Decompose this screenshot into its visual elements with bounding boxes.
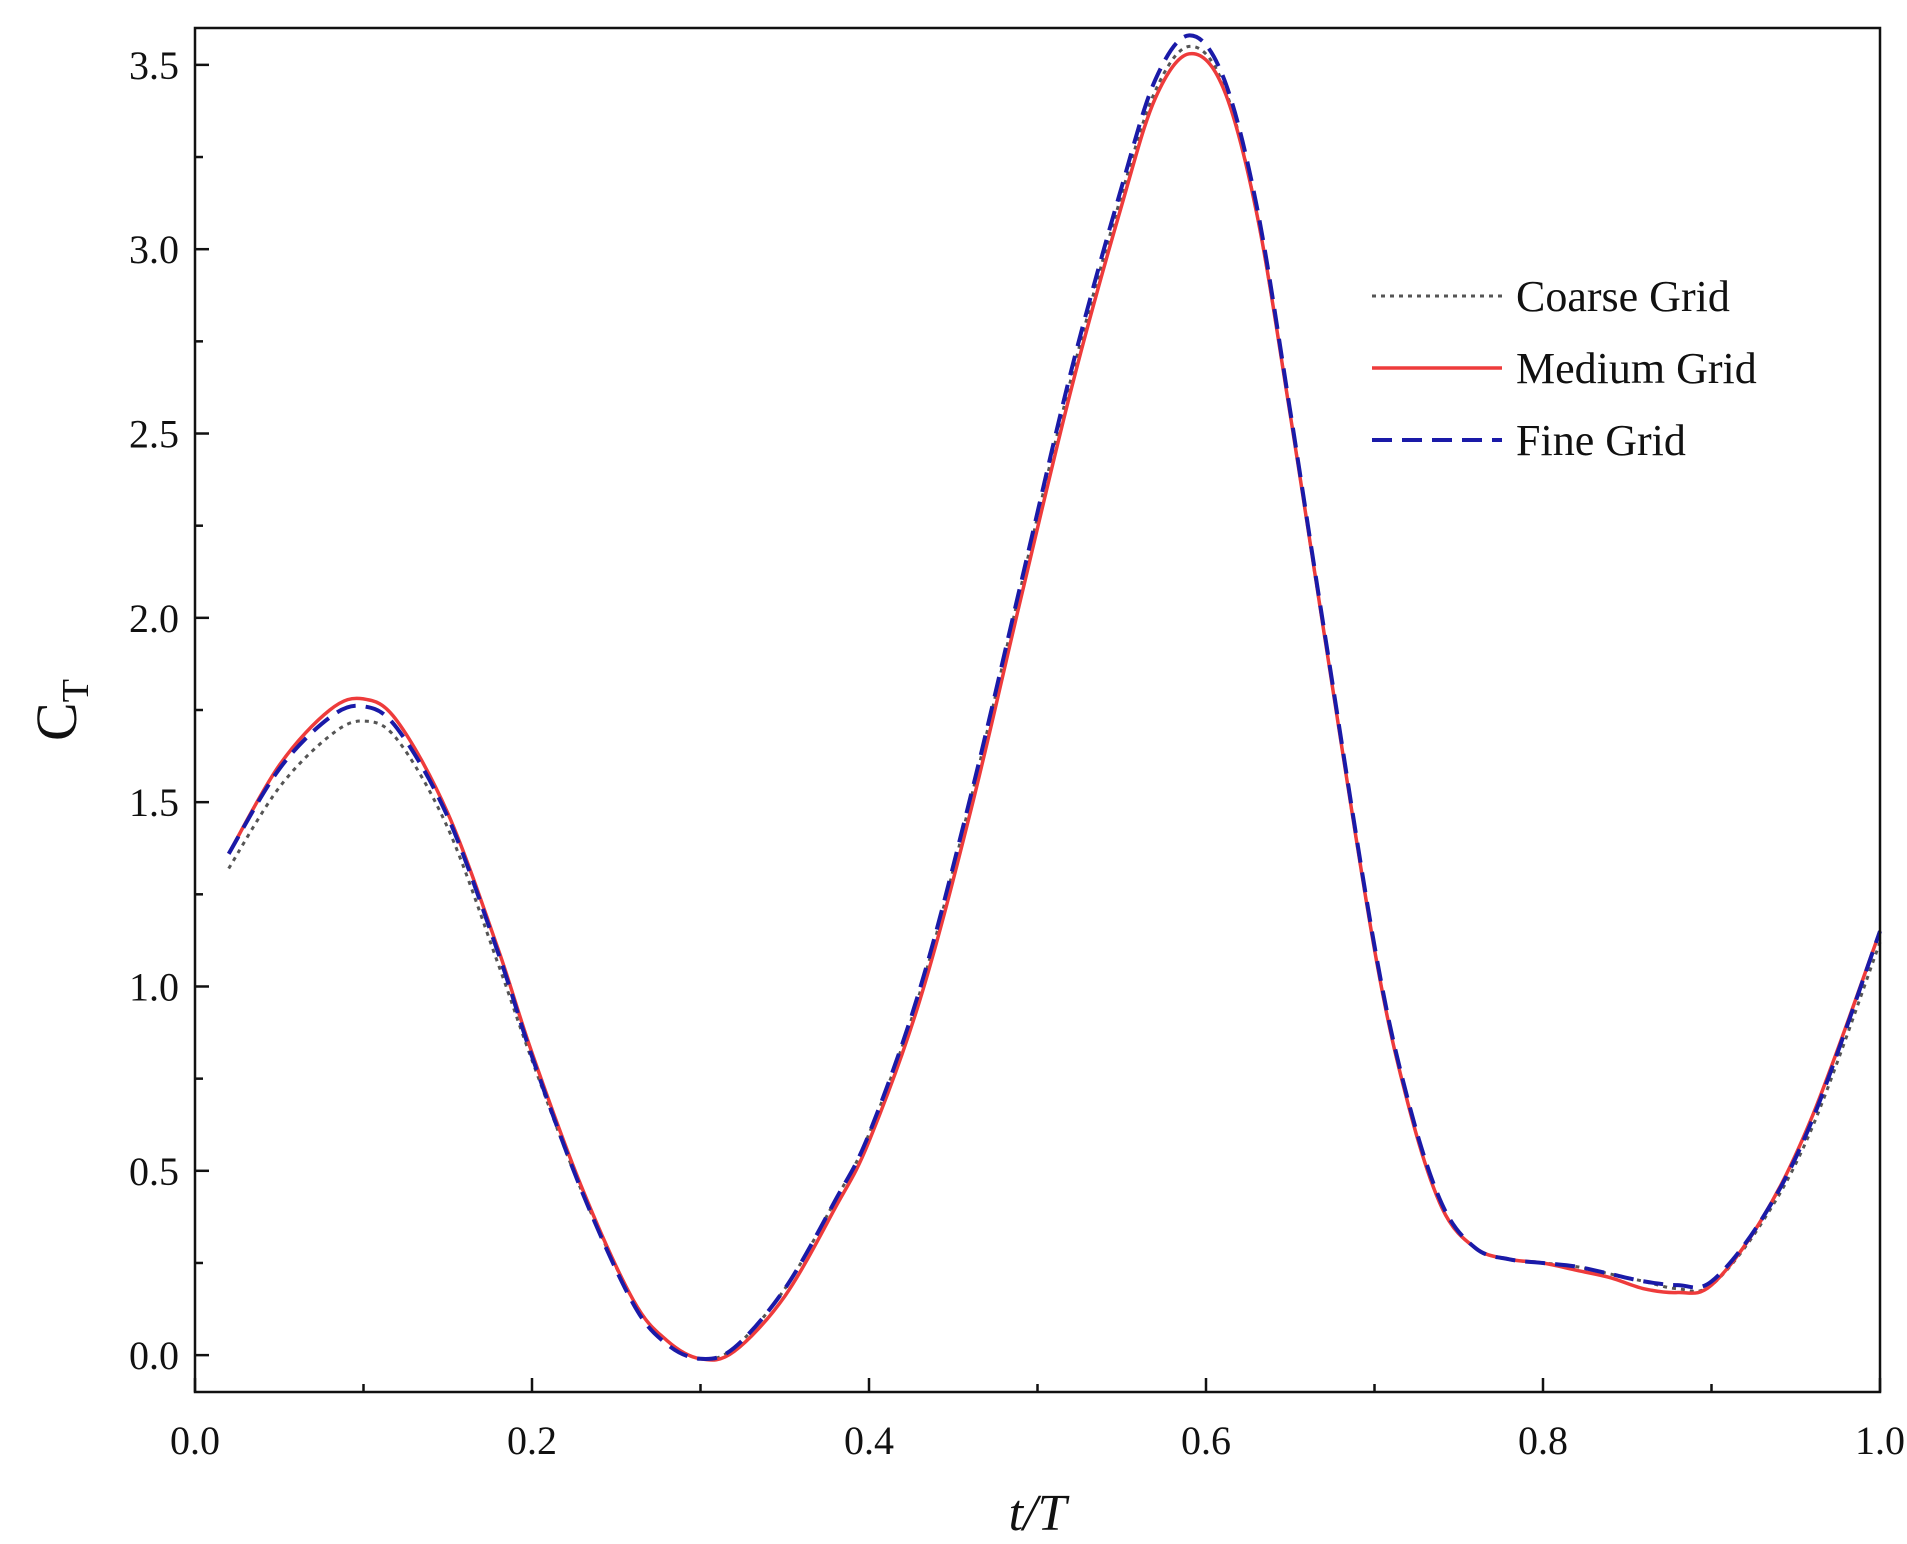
- legend: Coarse Grid Medium Grid Fine Grid: [1372, 272, 1757, 465]
- legend-label-fine-grid: Fine Grid: [1516, 416, 1686, 465]
- x-tick-label: 0.0: [170, 1418, 220, 1463]
- series-line-fine-grid: [226, 33, 1882, 1361]
- y-axis-title-main: C: [24, 702, 89, 741]
- x-axis: 0.0 0.2 0.4 0.6 0.8 1.0: [170, 1378, 1905, 1463]
- y-axis: 0.0 0.5 1.0 1.5 2.0 2.5 3.0 3.5: [129, 43, 209, 1378]
- x-tick-label: 0.2: [507, 1418, 557, 1463]
- y-tick-label: 1.0: [129, 964, 179, 1009]
- legend-label-coarse-grid: Coarse Grid: [1516, 272, 1730, 321]
- y-tick-label: 2.5: [129, 412, 179, 457]
- y-tick-label: 3.0: [129, 227, 179, 272]
- y-tick-label: 0.0: [129, 1333, 179, 1378]
- x-axis-title: t/T: [1009, 1485, 1070, 1542]
- y-tick-label: 0.5: [129, 1149, 179, 1194]
- y-axis-title: CT: [24, 679, 97, 741]
- x-tick-label: 0.8: [1518, 1418, 1568, 1463]
- y-axis-title-subscript: T: [55, 679, 97, 702]
- legend-label-medium-grid: Medium Grid: [1516, 344, 1757, 393]
- y-tick-label: 3.5: [129, 43, 179, 88]
- plot-series: [226, 33, 1882, 1362]
- series-line-medium-grid: [227, 51, 1882, 1362]
- y-tick-label: 2.0: [129, 596, 179, 641]
- x-tick-label: 0.4: [844, 1418, 894, 1463]
- x-tick-label: 0.6: [1181, 1418, 1231, 1463]
- y-tick-label: 1.5: [129, 780, 179, 825]
- series-line-coarse-grid: [227, 44, 1882, 1361]
- x-tick-label: 1.0: [1855, 1418, 1905, 1463]
- plot-frame: [193, 26, 1882, 1394]
